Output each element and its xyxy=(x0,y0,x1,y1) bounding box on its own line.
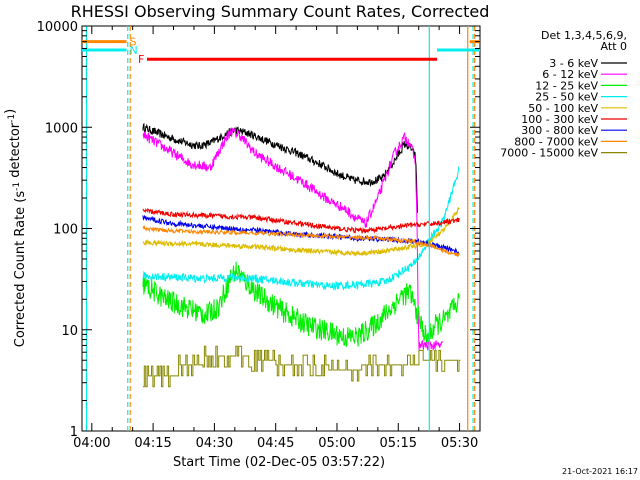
flag-f-label: F xyxy=(138,53,144,66)
flag-layer: SNF xyxy=(82,36,480,66)
legend-label-7000-15000-kev: 7000 - 15000 keV xyxy=(500,147,598,160)
x-tick-label: 05:00 xyxy=(318,436,355,451)
legend-label-6-12-kev: 6 - 12 keV xyxy=(542,68,598,81)
legend-label-300-800-kev: 300 - 800 keV xyxy=(521,124,598,137)
flag-n-label: N xyxy=(130,44,138,57)
series-6-12-kev xyxy=(142,127,444,351)
x-tick-label: 05:15 xyxy=(380,436,417,451)
x-tick-label: 04:15 xyxy=(134,436,171,451)
axis-layer: 04:00 04:15 04:30 04:45 05:00 05:15 05:30 1 10 10… xyxy=(37,20,481,451)
series-800-7000-kev xyxy=(142,224,460,257)
legend-header-line-1: Det 1,3,4,5,6,9, xyxy=(541,29,627,42)
plot-frame xyxy=(81,25,481,432)
legend-label-50-100-kev: 50 - 100 keV xyxy=(528,102,598,115)
series-12-25-kev xyxy=(142,261,460,348)
series-7000-15000-kev xyxy=(142,345,461,388)
series-layer xyxy=(142,122,461,388)
legend-label-100-300-kev: 100 - 300 keV xyxy=(521,113,598,126)
x-axis-label: Start Time (02-Dec-05 03:57:22) xyxy=(173,455,385,470)
x-tick-label: 04:00 xyxy=(73,436,110,451)
series-100-300-kev xyxy=(142,207,460,235)
y-tick-label: 100 xyxy=(53,223,78,238)
chart-title: RHESSI Observing Summary Count Rates, Co… xyxy=(71,2,490,21)
timestamp: 21-Oct-2021 16:17 xyxy=(562,467,638,476)
x-tick-label: 05:30 xyxy=(441,436,478,451)
series-25-50-kev xyxy=(142,166,460,292)
legend-label-12-25-kev: 12 - 25 keV xyxy=(535,79,598,92)
legend-header-line-2: Att 0 xyxy=(601,40,627,53)
x-tick-label: 04:45 xyxy=(257,436,294,451)
series-3-6-kev xyxy=(142,122,418,213)
y-tick-label: 10000 xyxy=(37,20,78,35)
legend-label-25-50-kev: 25 - 50 keV xyxy=(535,91,598,104)
legend-label-3-6-kev: 3 - 6 keV xyxy=(549,57,598,70)
legend-label-800-7000-kev: 800 - 7000 keV xyxy=(514,135,598,148)
y-tick-label: 10 xyxy=(61,324,78,339)
y-tick-label: 1 xyxy=(70,425,78,440)
flag-s-label: S xyxy=(130,36,137,49)
y-tick-label: 1000 xyxy=(45,121,78,136)
x-tick-label: 04:30 xyxy=(196,436,233,451)
series-50-100-kev xyxy=(142,206,460,258)
y-axis-label: Corrected Count Rate (s-1 detector-1) xyxy=(3,109,28,347)
